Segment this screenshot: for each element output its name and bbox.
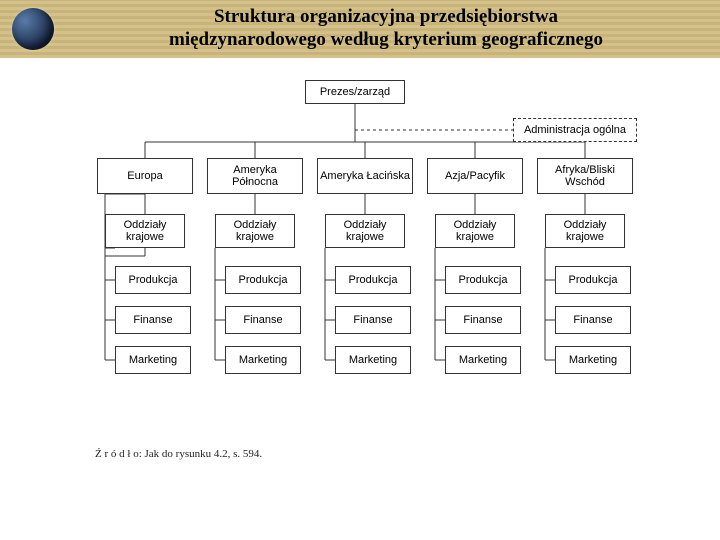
func-label: Produkcja [349,274,398,286]
region-label: Azja/Pacyfik [445,170,505,182]
source-prefix: Ź r ó d ł o: [95,448,145,460]
node-func-0-1: Finanse [115,306,191,334]
node-region-3: Azja/Pacyfik [427,158,523,194]
node-dept-1: Oddziały krajowe [215,214,295,248]
node-func-3-2: Marketing [445,346,521,374]
node-region-1: Ameryka Północna [207,158,303,194]
node-region-4: Afryka/Bliski Wschód [537,158,633,194]
node-dept-3: Oddziały krajowe [435,214,515,248]
func-label: Marketing [239,354,287,366]
node-func-3-0: Produkcja [445,266,521,294]
node-func-1-1: Finanse [225,306,301,334]
node-dept-2: Oddziały krajowe [325,214,405,248]
slide-title: Struktura organizacyjna przedsiębiorstwa… [72,6,720,52]
node-func-1-0: Produkcja [225,266,301,294]
func-label: Produkcja [459,274,508,286]
org-chart: Prezes/zarząd Administracja ogólna Europ… [85,80,645,440]
func-label: Finanse [133,314,172,326]
title-line1: Struktura organizacyjna przedsiębiorstwa [214,6,558,27]
node-func-4-2: Marketing [555,346,631,374]
node-region-0: Europa [97,158,193,194]
dept-label: Oddziały krajowe [218,219,292,243]
region-label: Ameryka Północna [210,164,300,188]
func-label: Produkcja [129,274,178,286]
node-func-2-0: Produkcja [335,266,411,294]
func-label: Marketing [459,354,507,366]
node-dept-0: Oddziały krajowe [105,214,185,248]
node-func-4-0: Produkcja [555,266,631,294]
dept-label: Oddziały krajowe [328,219,402,243]
func-label: Produkcja [239,274,288,286]
node-func-1-2: Marketing [225,346,301,374]
node-root-label: Prezes/zarząd [320,86,390,98]
dept-label: Oddziały krajowe [108,219,182,243]
node-region-2: Ameryka Łacińska [317,158,413,194]
node-admin: Administracja ogólna [513,118,637,142]
func-label: Finanse [463,314,502,326]
node-dept-4: Oddziały krajowe [545,214,625,248]
region-label: Ameryka Łacińska [320,170,410,182]
source-citation: Ź r ó d ł o: Jak do rysunku 4.2, s. 594. [95,448,262,460]
func-label: Finanse [353,314,392,326]
node-func-4-1: Finanse [555,306,631,334]
func-label: Marketing [569,354,617,366]
node-root: Prezes/zarząd [305,80,405,104]
region-label: Afryka/Bliski Wschód [540,164,630,188]
node-admin-label: Administracja ogólna [524,124,626,136]
func-label: Produkcja [569,274,618,286]
dept-label: Oddziały krajowe [548,219,622,243]
node-func-0-2: Marketing [115,346,191,374]
func-label: Marketing [349,354,397,366]
slide-header: Struktura organizacyjna przedsiębiorstwa… [0,0,720,58]
globe-icon [12,8,54,50]
func-label: Finanse [243,314,282,326]
region-label: Europa [127,170,162,182]
node-func-2-2: Marketing [335,346,411,374]
dept-label: Oddziały krajowe [438,219,512,243]
func-label: Marketing [129,354,177,366]
node-func-2-1: Finanse [335,306,411,334]
node-func-0-0: Produkcja [115,266,191,294]
title-line2: międzynarodowego według kryterium geogra… [169,29,603,50]
source-text: Jak do rysunku 4.2, s. 594. [145,448,263,460]
node-func-3-1: Finanse [445,306,521,334]
func-label: Finanse [573,314,612,326]
